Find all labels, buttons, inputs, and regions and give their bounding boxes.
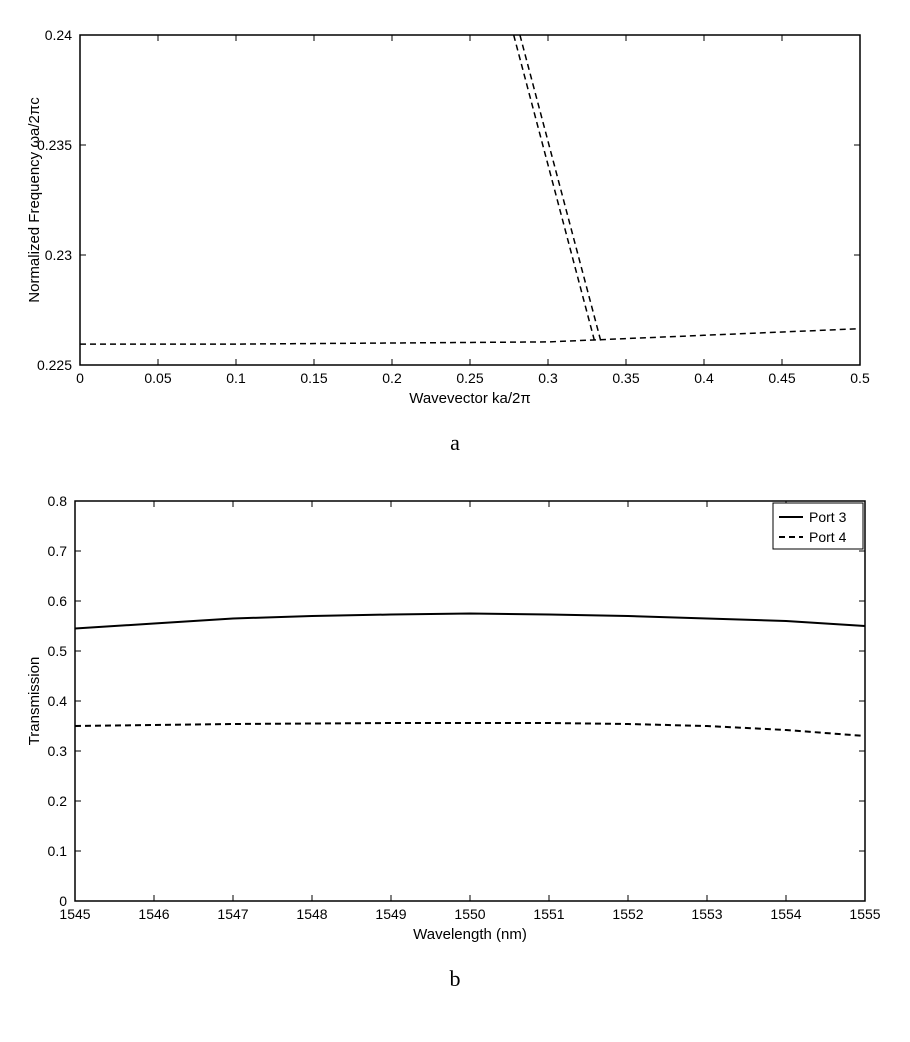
- svg-text:0.1: 0.1: [226, 370, 246, 386]
- svg-text:0.5: 0.5: [48, 643, 68, 659]
- svg-text:0.25: 0.25: [456, 370, 483, 386]
- svg-text:0.05: 0.05: [144, 370, 171, 386]
- svg-text:0: 0: [76, 370, 84, 386]
- svg-text:0: 0: [59, 893, 67, 909]
- sublabel-b: b: [20, 966, 890, 992]
- svg-text:1552: 1552: [612, 906, 643, 922]
- svg-text:1548: 1548: [296, 906, 327, 922]
- svg-text:1549: 1549: [375, 906, 406, 922]
- svg-text:0.8: 0.8: [48, 493, 68, 509]
- svg-text:Wavelength (nm): Wavelength (nm): [413, 926, 527, 943]
- svg-text:1550: 1550: [454, 906, 485, 922]
- svg-text:0.7: 0.7: [48, 543, 68, 559]
- svg-text:0.1: 0.1: [48, 843, 68, 859]
- chart-a-svg: 0 0.05 0.1 0.15 0.2 0.25 0.3 0.35 0.4 0.45 0.5 0.22…: [25, 20, 885, 420]
- svg-text:0.23: 0.23: [45, 247, 72, 263]
- svg-text:Port 3: Port 3: [809, 509, 847, 525]
- svg-text:0.15: 0.15: [300, 370, 327, 386]
- svg-text:Transmission: Transmission: [26, 657, 43, 746]
- sublabel-a: a: [20, 430, 890, 456]
- svg-text:0.225: 0.225: [37, 357, 72, 373]
- svg-text:Normalized Frequency ωa/2πc: Normalized Frequency ωa/2πc: [26, 97, 43, 303]
- svg-text:0.2: 0.2: [382, 370, 402, 386]
- svg-text:1551: 1551: [533, 906, 564, 922]
- svg-text:Port 4: Port 4: [809, 529, 847, 545]
- svg-text:0.24: 0.24: [45, 27, 72, 43]
- svg-text:0.4: 0.4: [694, 370, 714, 386]
- svg-text:0.5: 0.5: [850, 370, 870, 386]
- svg-text:1555: 1555: [849, 906, 880, 922]
- svg-text:0.6: 0.6: [48, 593, 68, 609]
- chart-b: 1545154615471548154915501551155215531554…: [25, 486, 885, 956]
- svg-text:0.3: 0.3: [48, 743, 68, 759]
- svg-text:0.3: 0.3: [538, 370, 558, 386]
- chart-b-svg: 1545154615471548154915501551155215531554…: [25, 486, 885, 956]
- svg-text:Wavevector ka/2π: Wavevector ka/2π: [409, 390, 531, 407]
- svg-text:0.4: 0.4: [48, 693, 68, 709]
- svg-text:1553: 1553: [691, 906, 722, 922]
- svg-text:0.35: 0.35: [612, 370, 639, 386]
- svg-text:1554: 1554: [770, 906, 801, 922]
- svg-text:1546: 1546: [138, 906, 169, 922]
- svg-text:0.2: 0.2: [48, 793, 68, 809]
- svg-text:0.45: 0.45: [768, 370, 795, 386]
- svg-text:1547: 1547: [217, 906, 248, 922]
- chart-a: 0 0.05 0.1 0.15 0.2 0.25 0.3 0.35 0.4 0.45 0.5 0.22…: [25, 20, 885, 420]
